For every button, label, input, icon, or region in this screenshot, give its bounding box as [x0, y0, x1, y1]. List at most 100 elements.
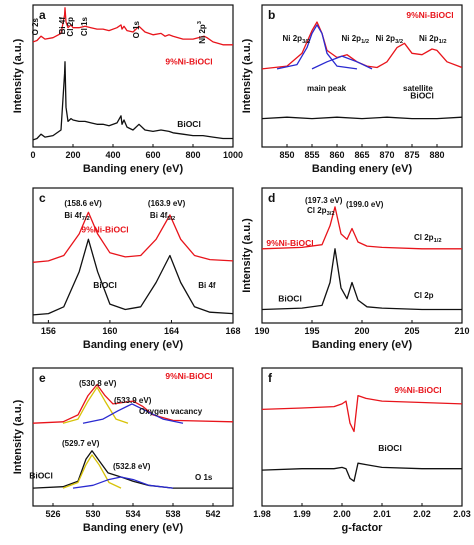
y-axis-label: Intensity (a.u.) — [12, 399, 24, 474]
peak-annotation: (199.0 eV) — [346, 200, 384, 209]
x-axis-label: Banding enery (eV) — [312, 339, 413, 351]
x-tick-label: 2.00 — [333, 509, 351, 519]
x-tick-label: 200 — [65, 150, 80, 160]
series-9-ni-biocl — [33, 7, 233, 46]
x-tick-label: 2.03 — [453, 509, 471, 519]
x-axis-label: g-factor — [342, 522, 384, 534]
series-fit-o-vacancy-2 — [72, 476, 174, 489]
x-tick-label: 164 — [164, 326, 179, 336]
peak-annotation: Oxygen vacancy — [139, 407, 203, 416]
panel-letter: b — [268, 8, 275, 22]
series-fit-o-lattice-2 — [62, 454, 122, 489]
sample-label: 9%Ni-BiOCl — [165, 371, 212, 381]
peak-annotation: Ni 2p1/2 — [419, 34, 447, 45]
panel-letter: c — [39, 191, 46, 205]
peak-annotation: Bi 4f — [58, 17, 67, 35]
x-tick-label: 200 — [354, 326, 369, 336]
x-tick-label: 1.99 — [293, 509, 311, 519]
peak-annotation-sub: 3/2 — [302, 39, 310, 45]
x-axis-label: Banding enery (eV) — [83, 339, 184, 351]
peak-annotation: Cl 2p — [414, 291, 434, 300]
x-tick-label: 870 — [379, 150, 394, 160]
x-tick-label: 156 — [41, 326, 56, 336]
x-tick-label: 855 — [304, 150, 319, 160]
series-fit-main — [276, 24, 358, 70]
series-9-ni-biocl — [33, 211, 233, 263]
panel-c: 156 160 164 168 Banding enery (eV) c (158.6 eV… — [32, 187, 241, 351]
x-tick-label: 875 — [404, 150, 419, 160]
x-tick-label: 190 — [254, 326, 269, 336]
y-axis-label: Intensity (a.u.) — [241, 218, 253, 293]
x-axis-label: Banding enery (eV) — [83, 163, 184, 175]
peak-annotation-sub: 7/2 — [82, 216, 90, 222]
peak-annotation: Cl 2p1/2 — [414, 233, 442, 244]
series-fit-o-lattice-1 — [62, 386, 129, 424]
panel-e: 526 530 534 538 542 Banding enery (eV) Intensi… — [12, 367, 234, 534]
x-tick-label: 0 — [30, 150, 35, 160]
peak-annotation: Bi 4f5/2 — [150, 211, 175, 222]
peak-annotation: Bi 4f7/2 — [64, 211, 89, 222]
sample-label: 9%Ni-BiOCl — [165, 57, 212, 67]
x-tick-label: 600 — [145, 150, 160, 160]
peak-annotation: Ni 2p3 — [197, 21, 207, 44]
plot-frame — [261, 367, 463, 507]
peak-annotation-sub: 1/2 — [439, 39, 447, 45]
sample-label: BiOCl — [29, 470, 53, 480]
x-tick-label: 542 — [205, 509, 220, 519]
x-axis-label: Banding enery (eV) — [312, 163, 413, 175]
x-tick-label: 1.98 — [253, 509, 271, 519]
sample-label: BiOCl — [378, 443, 402, 453]
x-tick-label: 530 — [85, 509, 100, 519]
series-biocl — [33, 238, 233, 316]
peak-annotation: (533.9 eV) — [114, 396, 152, 405]
x-tick-label: 1000 — [223, 150, 243, 160]
peak-annotation-sub: 1/2 — [434, 238, 442, 244]
peak-annotation: Bi 4f — [198, 281, 216, 290]
x-tick-label: 880 — [429, 150, 444, 160]
series-biocl — [262, 462, 462, 482]
peak-annotation: O 1s — [195, 473, 213, 482]
panel-d: 190 195 200 205 210 Banding enery (eV) Intensi… — [241, 187, 470, 351]
panel-letter: e — [39, 371, 46, 385]
plot-frame — [32, 187, 234, 324]
peak-annotation: (158.6 eV) — [64, 199, 102, 208]
sample-label: BiOCl — [177, 119, 201, 129]
x-tick-label: 534 — [125, 509, 140, 519]
x-tick-label: 850 — [279, 150, 294, 160]
peak-annotation: (530.8 eV) — [79, 379, 117, 388]
panel-letter: f — [268, 371, 273, 385]
x-tick-label: 400 — [105, 150, 120, 160]
x-axis-label: Banding enery (eV) — [83, 522, 184, 534]
peak-annotation-sub: 3/2 — [395, 39, 403, 45]
peak-annotation-sub: 1/2 — [361, 39, 369, 45]
series-9-ni-biocl — [262, 394, 462, 433]
plot-frame — [32, 367, 234, 507]
peak-annotation-sub: 3/2 — [327, 211, 335, 217]
x-tick-label: 526 — [45, 509, 60, 519]
panel-f: 1.98 1.99 2.00 2.01 2.02 2.03 g-factor f 9%Ni-Bi… — [253, 367, 471, 534]
sample-label: BiOCl — [93, 280, 117, 290]
peak-annotation: Ni 2p1/2 — [342, 34, 370, 45]
x-tick-label: 210 — [454, 326, 469, 336]
peak-annotation: satellite — [403, 84, 433, 93]
peak-annotation: Ni 2p3/2 — [376, 34, 404, 45]
series-biocl — [262, 248, 462, 311]
x-tick-label: 860 — [329, 150, 344, 160]
x-tick-label: 168 — [225, 326, 240, 336]
panel-a: 0 200 400 600 800 1000 Banding enery (eV) Inten… — [12, 4, 243, 175]
peak-annotation: Cl 1s — [80, 16, 89, 36]
sample-label: 9%Ni-BiOCl — [406, 10, 453, 20]
panel-letter: a — [39, 8, 46, 22]
peak-annotation: Cl 2p — [66, 17, 75, 37]
x-tick-label: 2.01 — [373, 509, 391, 519]
plot-frame — [261, 4, 463, 148]
sample-label: 9%Ni-BiOCl — [394, 385, 441, 395]
panel-letter: d — [268, 191, 275, 205]
peak-annotation: O 2s — [31, 17, 40, 35]
peak-annotation: main peak — [307, 84, 347, 93]
y-axis-label: Intensity (a.u.) — [12, 38, 24, 113]
x-tick-label: 160 — [102, 326, 117, 336]
series-biocl — [262, 116, 462, 120]
peak-annotation: Cl 2p3/2 — [307, 206, 335, 217]
